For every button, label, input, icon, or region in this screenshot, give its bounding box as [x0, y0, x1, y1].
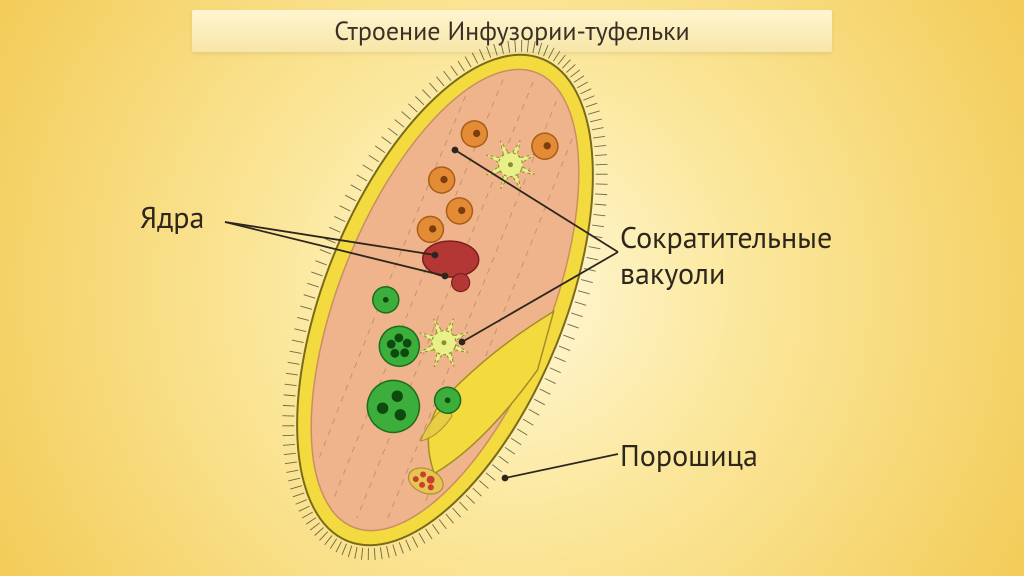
label-nuclei: Ядра [140, 200, 204, 236]
cell-diagram [0, 0, 1024, 576]
label-cytoproct: Порошица [620, 438, 758, 474]
label-contractile-vacuoles: Сократительные вакуоли [620, 220, 832, 292]
diagram-stage: Строение Инфузории-туфельки Ядра Сократи… [0, 0, 1024, 576]
